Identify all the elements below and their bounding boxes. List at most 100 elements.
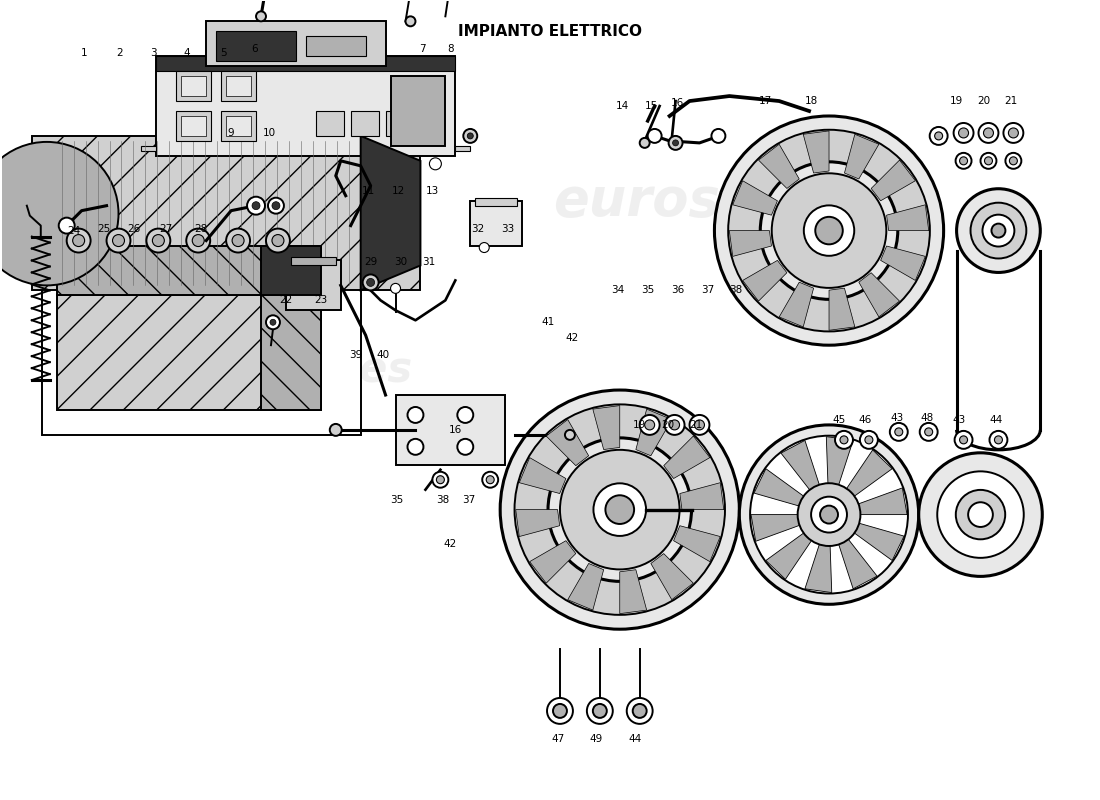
Text: 15: 15 <box>645 101 658 111</box>
Circle shape <box>252 202 260 210</box>
Circle shape <box>632 704 647 718</box>
Polygon shape <box>858 488 907 514</box>
Circle shape <box>366 278 375 286</box>
Circle shape <box>227 229 250 253</box>
Bar <box>290 258 336 266</box>
Text: 27: 27 <box>160 223 173 234</box>
Text: 6: 6 <box>252 44 258 54</box>
Bar <box>390 76 446 146</box>
Circle shape <box>860 431 878 449</box>
Bar <box>182 76 206 96</box>
Circle shape <box>664 415 684 435</box>
Polygon shape <box>261 246 321 295</box>
Polygon shape <box>729 230 771 256</box>
Text: 5: 5 <box>220 48 227 58</box>
Polygon shape <box>871 160 915 201</box>
Circle shape <box>270 319 276 326</box>
Circle shape <box>798 483 860 546</box>
Text: 43: 43 <box>952 415 965 425</box>
Circle shape <box>739 425 918 604</box>
Polygon shape <box>781 440 820 490</box>
Text: 49: 49 <box>590 734 603 744</box>
Text: 21: 21 <box>689 420 702 430</box>
Circle shape <box>112 234 124 246</box>
Bar <box>156 56 455 156</box>
Circle shape <box>0 142 119 286</box>
Circle shape <box>192 234 205 246</box>
Circle shape <box>959 436 968 444</box>
Circle shape <box>407 407 424 423</box>
Circle shape <box>458 439 473 455</box>
Circle shape <box>186 229 210 253</box>
Text: 16: 16 <box>671 98 684 108</box>
Polygon shape <box>887 205 928 230</box>
Circle shape <box>920 423 937 441</box>
Polygon shape <box>636 409 672 456</box>
Text: 24: 24 <box>67 226 80 235</box>
Polygon shape <box>855 523 904 561</box>
Bar <box>32 136 420 290</box>
Circle shape <box>670 420 680 430</box>
Circle shape <box>894 428 903 436</box>
Text: 1: 1 <box>80 48 87 58</box>
Circle shape <box>937 471 1024 558</box>
Polygon shape <box>455 146 471 151</box>
Circle shape <box>690 415 710 435</box>
Circle shape <box>1005 153 1022 169</box>
Circle shape <box>266 315 279 330</box>
Text: 8: 8 <box>447 44 453 54</box>
Bar <box>316 111 343 136</box>
Circle shape <box>648 129 661 143</box>
Circle shape <box>990 431 1008 449</box>
Text: eurospares: eurospares <box>552 174 887 226</box>
Text: 36: 36 <box>671 286 684 295</box>
Circle shape <box>645 420 654 430</box>
Circle shape <box>760 162 898 299</box>
Polygon shape <box>829 288 855 330</box>
Text: 13: 13 <box>426 186 439 196</box>
Bar <box>221 71 256 101</box>
Circle shape <box>560 450 680 570</box>
Text: 43: 43 <box>890 413 903 423</box>
Polygon shape <box>838 539 877 589</box>
Polygon shape <box>733 181 778 215</box>
Circle shape <box>500 390 739 630</box>
Polygon shape <box>803 131 829 173</box>
Text: 39: 39 <box>349 350 362 360</box>
Text: 7: 7 <box>419 44 426 54</box>
Circle shape <box>694 420 704 430</box>
Text: 47: 47 <box>551 734 564 744</box>
Circle shape <box>959 157 968 165</box>
Circle shape <box>1009 128 1019 138</box>
Circle shape <box>146 229 170 253</box>
Text: 11: 11 <box>362 186 375 196</box>
Circle shape <box>955 431 972 449</box>
Circle shape <box>1010 157 1018 165</box>
Circle shape <box>994 436 1002 444</box>
Text: 21: 21 <box>1004 96 1018 106</box>
Circle shape <box>970 202 1026 258</box>
Bar <box>176 71 211 101</box>
Circle shape <box>958 128 968 138</box>
Circle shape <box>553 704 566 718</box>
Bar <box>156 56 455 71</box>
Circle shape <box>925 428 933 436</box>
Circle shape <box>918 453 1043 576</box>
Text: 28: 28 <box>195 223 208 234</box>
Text: 23: 23 <box>315 295 328 306</box>
Polygon shape <box>568 563 604 610</box>
Bar <box>182 116 206 136</box>
Circle shape <box>547 698 573 724</box>
Bar <box>386 111 414 136</box>
Circle shape <box>268 198 284 214</box>
Text: 38: 38 <box>728 286 743 295</box>
Polygon shape <box>845 134 879 179</box>
Circle shape <box>811 497 847 533</box>
Circle shape <box>980 153 997 169</box>
Text: 31: 31 <box>421 258 434 267</box>
Circle shape <box>954 123 974 143</box>
Circle shape <box>728 130 930 331</box>
Circle shape <box>956 153 971 169</box>
Circle shape <box>593 704 607 718</box>
Text: 22: 22 <box>279 295 293 306</box>
